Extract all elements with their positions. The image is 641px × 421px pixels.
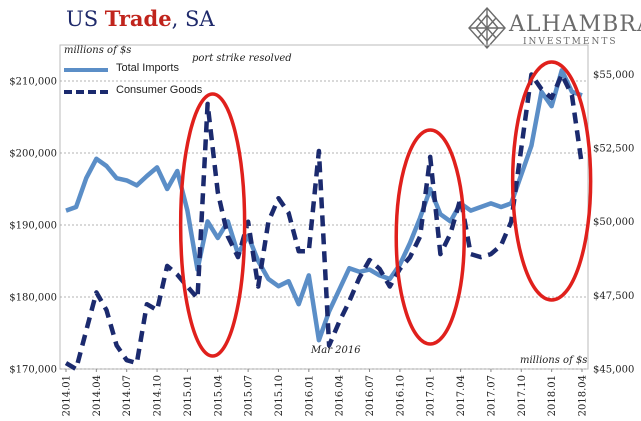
x-tick-label: 2017.10: [517, 375, 528, 416]
highlight-ellipse: [394, 128, 466, 346]
x-tick-label: 2016.07: [365, 375, 376, 416]
left-tick-label: $210,000: [9, 77, 57, 88]
right-tick-label: $45,000: [593, 365, 634, 376]
x-tick-label: 2016.04: [335, 375, 346, 416]
chart-title: US Trade, SA: [66, 6, 215, 31]
right-tick-label: $47,500: [593, 291, 634, 302]
right-tick-label: $52,500: [593, 144, 634, 155]
highlight-ellipse: [510, 60, 593, 302]
legend-label-consumer-goods: Consumer Goods: [116, 84, 203, 96]
diamond-lattice-icon: [468, 6, 506, 50]
x-tick-label: 2015.10: [274, 375, 285, 416]
gridlines: [59, 44, 589, 370]
x-tick-label: 2018.04: [578, 375, 589, 416]
x-tick-label: 2014.07: [122, 375, 133, 416]
x-tick-label: 2015.07: [244, 375, 255, 416]
legend-label-total-imports: Total Imports: [116, 62, 179, 74]
x-tick-label: 2014.01: [62, 375, 73, 416]
x-axis-ticks: 2014.01 2014.04 2014.07 2014.10 2015.01 2015.…: [62, 369, 589, 416]
x-tick-label: 2018.01: [547, 375, 558, 416]
left-axis-ticks: $170,000 $180,000 $190,000 $200,000 $210,000: [9, 77, 57, 376]
x-tick-label: 2016.01: [304, 375, 315, 416]
legend-swatch-total-imports: [64, 68, 108, 72]
x-tick-label: 2017.07: [486, 375, 497, 416]
logo-subtitle: INVESTMENTS: [523, 37, 618, 47]
left-axis-unit: millions of $s: [64, 45, 132, 56]
highlight-ellipses: [178, 60, 593, 358]
left-tick-label: $200,000: [9, 149, 57, 160]
x-tick-label: 2014.10: [153, 375, 164, 416]
right-axis-unit: millions of $s: [520, 355, 588, 366]
left-tick-label: $190,000: [9, 221, 57, 232]
x-tick-label: 2017.04: [456, 375, 467, 416]
series-lines: [64, 67, 585, 372]
left-tick-label: $170,000: [9, 365, 57, 376]
right-tick-label: $55,000: [593, 70, 634, 81]
x-tick-label: 2016.10: [395, 375, 406, 416]
left-tick-label: $180,000: [9, 293, 57, 304]
alhambra-logo: ALHAMBRA INVESTMENTS: [467, 6, 641, 52]
annotation-mar-2016: Mar 2016: [311, 345, 361, 356]
series-line-consumer-goods: [64, 72, 585, 372]
logo-wordmark: ALHAMBRA: [509, 12, 641, 37]
annotation-port-strike: port strike resolved: [192, 53, 292, 64]
right-tick-label: $50,000: [593, 217, 634, 228]
series-line-total-imports: [65, 67, 583, 343]
highlight-ellipse: [178, 92, 247, 358]
x-tick-label: 2015.01: [183, 375, 194, 416]
x-tick-label: 2015.04: [213, 375, 224, 416]
right-axis-ticks: $45,000 $47,500 $50,000 $52,500 $55,000: [593, 70, 634, 376]
x-tick-label: 2017.01: [426, 375, 437, 416]
x-tick-label: 2014.04: [92, 375, 103, 416]
legend-swatch-consumer-goods: [64, 90, 108, 94]
